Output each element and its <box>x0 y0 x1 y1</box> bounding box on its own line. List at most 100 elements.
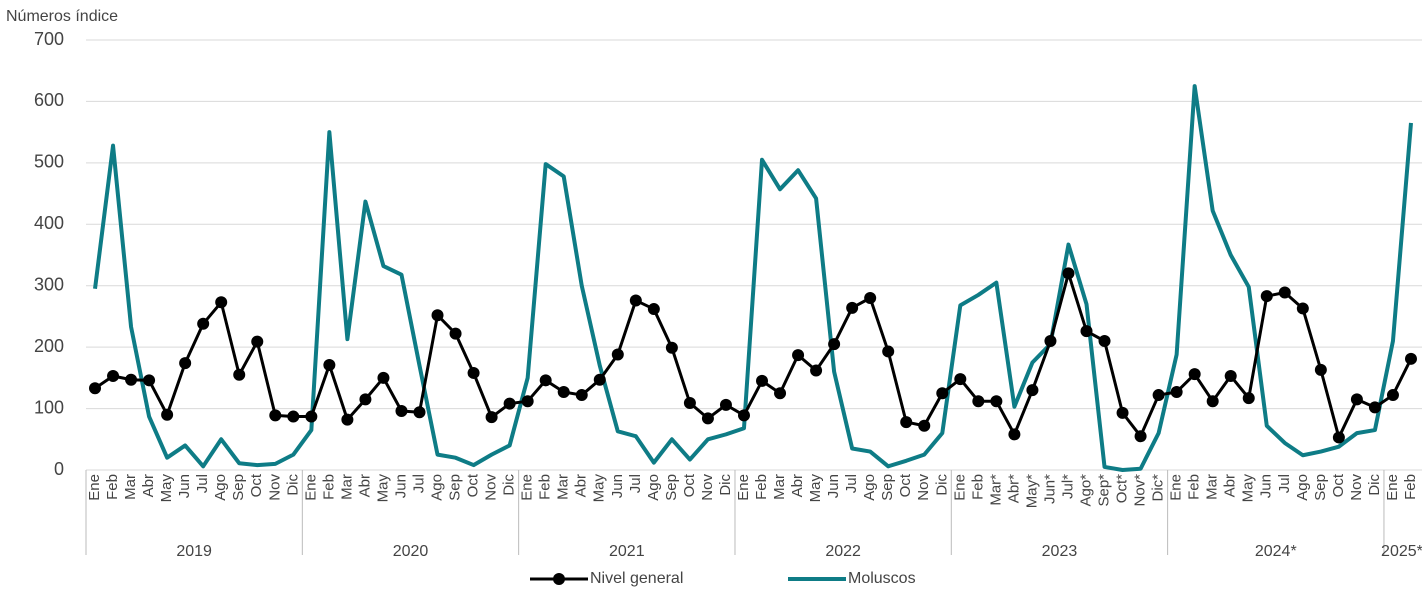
x-tick-label: Feb <box>753 474 770 500</box>
data-point <box>1260 290 1273 303</box>
data-point <box>683 397 696 410</box>
data-point <box>125 373 138 386</box>
data-point <box>1368 401 1381 414</box>
x-tick-label: Abr <box>1222 474 1239 497</box>
x-tick-label: Feb <box>1186 474 1203 500</box>
data-point <box>1350 393 1363 406</box>
x-tick-label: Ene <box>519 474 536 501</box>
x-tick-label: Ago <box>645 474 662 501</box>
x-tick-label: Nov <box>1348 474 1365 501</box>
data-point <box>990 395 1003 408</box>
x-tick-label: May <box>1240 474 1257 503</box>
y-axis-label: Números índice <box>6 8 118 25</box>
x-tick-label: Feb <box>320 474 337 500</box>
data-point <box>936 387 949 400</box>
x-tick-label: Sep <box>1312 474 1329 501</box>
data-point <box>1206 395 1219 408</box>
x-group-label: 2024* <box>1255 543 1297 560</box>
data-point <box>1134 430 1147 443</box>
x-tick-label: Nov <box>266 474 283 501</box>
data-point <box>575 389 588 402</box>
x-group-label: 2021 <box>609 543 645 560</box>
x-tick-label: Dic <box>284 474 301 496</box>
data-point <box>377 371 390 384</box>
legend-marker <box>553 573 565 585</box>
x-tick-label: Feb <box>969 474 986 500</box>
x-group-label: 2022 <box>825 543 861 560</box>
x-tick-label: Ago* <box>1077 474 1094 507</box>
data-point <box>215 296 228 309</box>
x-tick-label: Mar <box>771 474 788 500</box>
y-tick-label: 0 <box>54 459 64 479</box>
data-point <box>359 393 372 406</box>
y-tick-label: 100 <box>34 397 64 417</box>
data-point <box>864 292 877 304</box>
data-point <box>1224 370 1237 383</box>
data-point <box>900 416 913 429</box>
data-point <box>485 411 498 424</box>
data-point <box>467 366 480 379</box>
x-tick-label: Oct* <box>1114 474 1131 503</box>
x-tick-label: Sep <box>663 474 680 501</box>
data-point <box>251 335 264 348</box>
x-tick-label: Ene <box>1168 474 1185 501</box>
data-point <box>521 395 534 408</box>
x-tick-label: Mar <box>555 474 572 500</box>
y-tick-label: 300 <box>34 274 64 294</box>
x-tick-label: Ene <box>735 474 752 501</box>
x-tick-label: Oct <box>1330 473 1347 497</box>
legend-label: Nivel general <box>590 570 683 587</box>
x-tick-label: Dic <box>501 474 518 496</box>
x-tick-label: Jun <box>1258 474 1275 498</box>
x-tick-label: Jun <box>392 474 409 498</box>
data-point <box>431 309 444 322</box>
data-point <box>449 327 462 340</box>
y-tick-label: 500 <box>34 152 64 172</box>
x-tick-label: Jun <box>609 474 626 498</box>
data-point <box>1188 368 1201 381</box>
data-point <box>611 348 624 361</box>
x-tick-label: Oct <box>681 473 698 497</box>
data-point <box>1008 428 1021 441</box>
data-point <box>287 410 300 423</box>
x-group-label: 2023 <box>1042 543 1078 560</box>
data-point <box>629 294 642 307</box>
data-point <box>719 398 732 411</box>
data-point <box>161 408 174 421</box>
x-group-label: 2020 <box>393 543 429 560</box>
y-tick-label: 400 <box>34 213 64 233</box>
x-tick-label: Abr <box>789 474 806 497</box>
x-tick-label: Jun <box>176 474 193 498</box>
data-point <box>1080 325 1093 338</box>
data-point <box>882 345 895 358</box>
x-tick-label: Feb <box>1402 474 1419 500</box>
x-tick-label: Nov <box>699 474 716 501</box>
data-point <box>1386 389 1399 402</box>
data-point <box>143 374 156 387</box>
data-point <box>737 409 750 422</box>
x-tick-label: Jul <box>627 474 644 493</box>
x-tick-label: Sep <box>447 474 464 501</box>
x-tick-label: Oct <box>465 473 482 497</box>
data-point <box>539 374 552 387</box>
x-tick-label: Mar <box>338 474 355 500</box>
data-point <box>557 385 570 398</box>
x-tick-label: Ene <box>1384 474 1401 501</box>
data-point <box>413 406 426 419</box>
x-tick-label: Jun <box>825 474 842 498</box>
x-tick-label: Nov* <box>1132 474 1149 507</box>
data-point <box>774 387 787 400</box>
data-point <box>792 349 805 362</box>
x-tick-label: Ene <box>951 474 968 501</box>
x-tick-label: May <box>158 474 175 503</box>
x-tick-label: Feb <box>104 474 121 500</box>
x-tick-label: Feb <box>537 474 554 500</box>
y-tick-label: 600 <box>34 90 64 110</box>
x-tick-label: Ene <box>302 474 319 501</box>
data-point <box>972 395 985 408</box>
data-point <box>107 370 120 383</box>
data-point <box>197 317 210 330</box>
x-group-label: 2025* <box>1381 543 1422 560</box>
x-tick-label: Dic <box>717 474 734 496</box>
